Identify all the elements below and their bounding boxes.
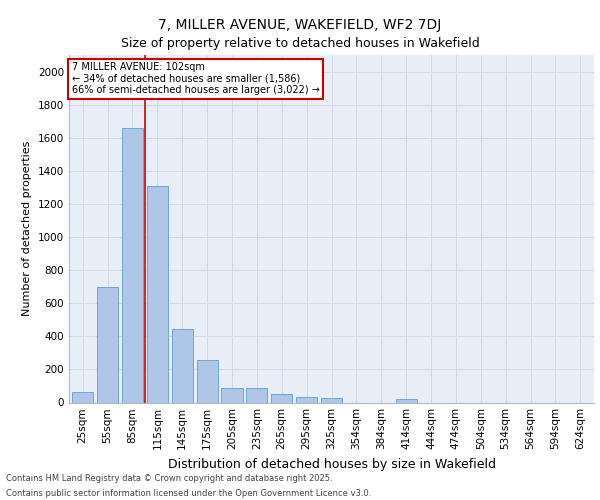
X-axis label: Distribution of detached houses by size in Wakefield: Distribution of detached houses by size … (167, 458, 496, 471)
Text: Contains HM Land Registry data © Crown copyright and database right 2025.: Contains HM Land Registry data © Crown c… (6, 474, 332, 483)
Y-axis label: Number of detached properties: Number of detached properties (22, 141, 32, 316)
Text: 7, MILLER AVENUE, WAKEFIELD, WF2 7DJ: 7, MILLER AVENUE, WAKEFIELD, WF2 7DJ (158, 18, 442, 32)
Bar (321, 398, 342, 402)
Bar (296, 396, 317, 402)
Bar (97, 286, 118, 403)
Bar (246, 388, 268, 402)
Bar (72, 392, 93, 402)
Text: Size of property relative to detached houses in Wakefield: Size of property relative to detached ho… (121, 38, 479, 51)
Bar (395, 399, 417, 402)
Text: 7 MILLER AVENUE: 102sqm
← 34% of detached houses are smaller (1,586)
66% of semi: 7 MILLER AVENUE: 102sqm ← 34% of detache… (71, 62, 320, 95)
Bar (122, 128, 143, 402)
Bar (197, 360, 218, 403)
Bar (172, 329, 193, 402)
Bar (271, 394, 292, 402)
Bar (221, 388, 242, 402)
Text: Contains public sector information licensed under the Open Government Licence v3: Contains public sector information licen… (6, 489, 371, 498)
Bar (147, 186, 168, 402)
